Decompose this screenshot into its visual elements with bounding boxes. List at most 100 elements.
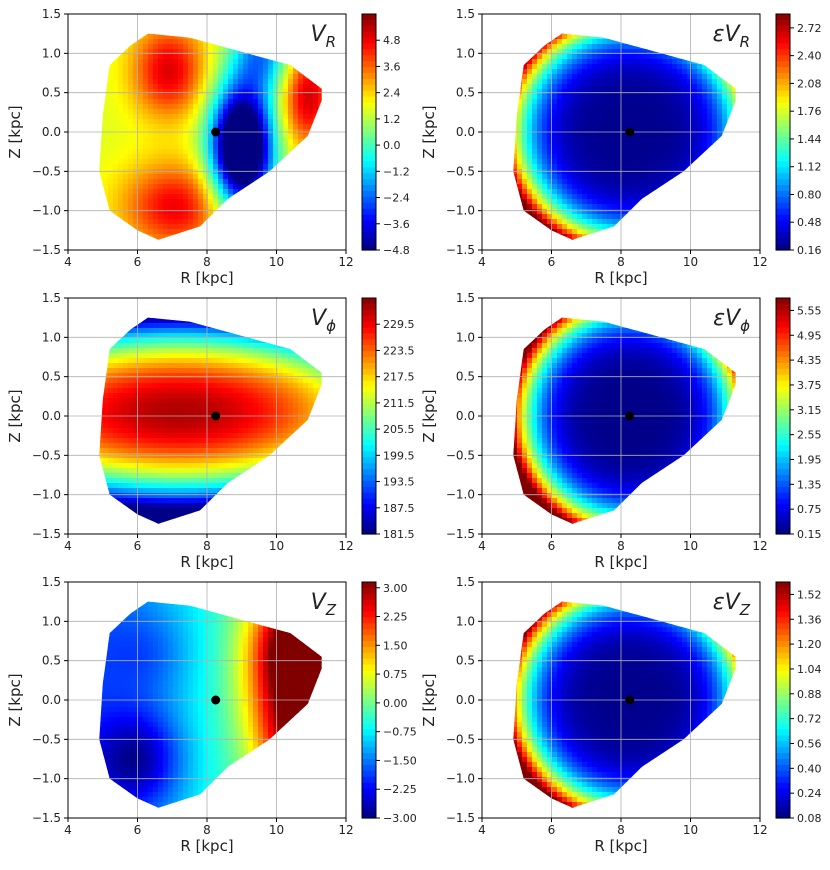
heatmap-cell xyxy=(537,154,543,160)
heatmap-cell xyxy=(627,114,633,120)
heatmap-cell xyxy=(572,234,578,240)
heatmap-cell xyxy=(293,89,299,95)
heatmap-cell xyxy=(527,179,533,185)
heatmap-cell xyxy=(647,54,653,60)
heatmap-cell xyxy=(173,94,179,100)
colorbar-segment xyxy=(362,96,376,104)
heatmap-cell xyxy=(163,199,169,205)
heatmap-cell xyxy=(567,119,573,125)
heatmap-cell xyxy=(143,199,149,205)
heatmap-cell xyxy=(238,154,244,160)
heatmap-cell xyxy=(153,84,159,90)
heatmap-cell xyxy=(178,44,184,50)
heatmap-cell xyxy=(547,64,553,70)
heatmap-cell xyxy=(537,54,543,60)
heatmap-cell xyxy=(148,219,154,225)
heatmap-cell xyxy=(143,204,149,210)
heatmap-cell xyxy=(293,144,299,150)
heatmap-cell xyxy=(203,104,209,110)
heatmap-cell xyxy=(602,59,608,65)
heatmap-cell xyxy=(263,94,269,100)
heatmap-cell xyxy=(263,169,269,175)
heatmap-cell xyxy=(702,79,708,85)
heatmap-cell xyxy=(128,79,134,85)
heatmap-cell xyxy=(547,184,553,190)
heatmap-cell xyxy=(243,119,249,125)
heatmap-cell xyxy=(213,179,219,185)
y-tick-label: 0.0 xyxy=(42,125,61,139)
heatmap-cell xyxy=(667,54,673,60)
heatmap-cell xyxy=(233,144,239,150)
heatmap-cell xyxy=(592,149,598,155)
heatmap-cell xyxy=(632,139,638,145)
heatmap-cell xyxy=(622,99,628,105)
heatmap-cell xyxy=(143,159,149,165)
heatmap-cell xyxy=(587,114,593,120)
heatmap-cell xyxy=(592,189,598,195)
heatmap-cell xyxy=(158,44,164,50)
heatmap-cell xyxy=(537,59,543,65)
heatmap-cell xyxy=(577,99,583,105)
heatmap-cell xyxy=(193,184,199,190)
heatmap-cell xyxy=(208,149,214,155)
heatmap-cell xyxy=(602,169,608,175)
heatmap-cell xyxy=(582,94,588,100)
heatmap-cell xyxy=(278,119,284,125)
heatmap-cell xyxy=(667,149,673,155)
heatmap-cell xyxy=(597,109,603,115)
heatmap-cell xyxy=(627,119,633,125)
heatmap-cell xyxy=(632,184,638,190)
heatmap-cell xyxy=(273,89,279,95)
heatmap-cell xyxy=(572,159,578,165)
heatmap-cell xyxy=(138,224,144,230)
heatmap-cell xyxy=(253,99,259,105)
heatmap-cell xyxy=(133,144,139,150)
heatmap-cell xyxy=(657,124,663,130)
heatmap-cell xyxy=(682,144,688,150)
heatmap-cell xyxy=(258,144,264,150)
heatmap-cell xyxy=(572,224,578,230)
heatmap-cell xyxy=(542,89,548,95)
heatmap-cell xyxy=(143,184,149,190)
heatmap-cell xyxy=(612,159,618,165)
heatmap-cell xyxy=(522,154,528,160)
heatmap-cell xyxy=(562,139,568,145)
colorbar-tick-label: 0.0 xyxy=(383,139,401,152)
heatmap-cell xyxy=(637,99,643,105)
heatmap-cell xyxy=(612,169,618,175)
heatmap-cell xyxy=(597,194,603,200)
heatmap-cell xyxy=(577,189,583,195)
colorbar-segment xyxy=(362,84,376,92)
heatmap-cell xyxy=(672,119,678,125)
heatmap-cell xyxy=(567,99,573,105)
heatmap-cell xyxy=(113,124,119,130)
colorbar-segment xyxy=(362,149,376,157)
heatmap-cell xyxy=(672,94,678,100)
heatmap-cell xyxy=(313,104,319,110)
heatmap-cell xyxy=(582,199,588,205)
heatmap-cell xyxy=(268,89,274,95)
heatmap-cell xyxy=(148,49,154,55)
heatmap-cell xyxy=(652,79,658,85)
heatmap-cell xyxy=(522,204,528,210)
colorbar-tick-label: −4.8 xyxy=(383,244,410,257)
heatmap-cell xyxy=(128,59,134,65)
heatmap-cell xyxy=(123,179,129,185)
heatmap-cell xyxy=(248,104,254,110)
heatmap-cell xyxy=(228,144,234,150)
heatmap-cell xyxy=(208,49,214,55)
heatmap-cell xyxy=(647,174,653,180)
heatmap-cell xyxy=(173,109,179,115)
heatmap-cell xyxy=(248,69,254,75)
heatmap-cell xyxy=(143,94,149,100)
heatmap-cell xyxy=(243,94,249,100)
heatmap-cell xyxy=(108,64,114,70)
heatmap-cell xyxy=(632,199,638,205)
heatmap-cell xyxy=(163,49,169,55)
heatmap-cell xyxy=(562,174,568,180)
heatmap-cell xyxy=(557,139,563,145)
heatmap-cell xyxy=(138,179,144,185)
heatmap-cell xyxy=(567,179,573,185)
heatmap-cell xyxy=(562,214,568,220)
heatmap-cell xyxy=(163,99,169,105)
